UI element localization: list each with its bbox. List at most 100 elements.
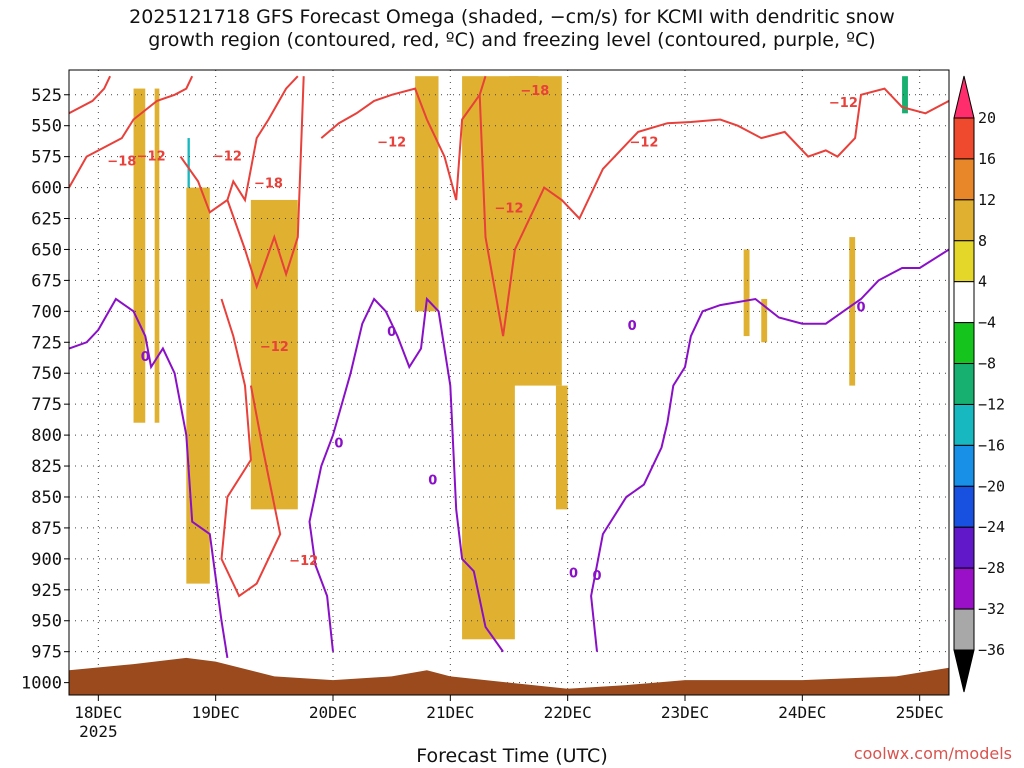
colorbar-swatch-13 — [953, 608, 975, 651]
dgz-contour-5 — [220, 298, 282, 598]
omega-region-17 — [702, 336, 709, 368]
freezing-contour-label-2: 0 — [387, 325, 396, 340]
freezing-contour-2 — [590, 248, 949, 652]
freezing-contour-label-7: 0 — [856, 300, 865, 315]
freezing-contour-1 — [308, 296, 504, 653]
omega-region-18 — [743, 249, 750, 337]
chart-title-line-1: 2025121718 GFS Forecast Omega (shaded, −… — [129, 6, 895, 28]
plot-frame — [68, 69, 950, 696]
colorbar-label-8: −16 — [978, 436, 1005, 454]
x-tick-label-7: 25DEC — [896, 703, 944, 722]
y-tick-label-2: 575 — [31, 148, 62, 168]
omega-region-23 — [902, 76, 908, 114]
colorbar-label-10: −24 — [978, 518, 1005, 536]
omega-region-19 — [761, 298, 768, 343]
omega-region-13 — [555, 385, 568, 510]
x-tick-label-0: 18DEC — [74, 703, 122, 722]
y-tick-label-13: 850 — [31, 488, 62, 508]
colorbar-label-11: −28 — [978, 559, 1005, 577]
dgz-contour-6 — [478, 87, 949, 337]
colorbar-swatch-10 — [953, 485, 975, 528]
colorbar: 20 16 12 8 4 −4 −8 −12 −16 −20 −24 −28 −32 −36 — [953, 75, 1005, 693]
dgz-contour-4 — [226, 76, 305, 290]
omega-region-10 — [462, 76, 515, 640]
colorbar-swatch-4 — [953, 240, 975, 283]
colorbar-label-6: −8 — [978, 355, 996, 373]
y-tick-label-18: 975 — [31, 643, 62, 663]
freezing-contour-label-5: 0 — [592, 569, 601, 584]
y-tick-label-17: 950 — [31, 612, 62, 632]
omega-region-14 — [579, 76, 609, 213]
terrain-fill — [69, 657, 949, 695]
terrain-layer — [69, 657, 949, 695]
freezing-contour-0 — [69, 297, 229, 659]
y-tick-label-0: 525 — [31, 86, 62, 106]
y-tick-label-7: 700 — [31, 302, 62, 322]
y-tick-label-9: 750 — [31, 364, 62, 384]
colorbar-label-9: −20 — [978, 477, 1005, 495]
freezing-contour-label-3: 0 — [428, 474, 437, 489]
y-tick-label-16: 925 — [31, 581, 62, 601]
colorbar-label-5: −4 — [978, 314, 996, 332]
x-axis: 18DEC 19DEC 20DEC 21DEC 22DEC 23DEC 24DEC 25DEC… — [74, 695, 944, 741]
colorbar-bottom-arrow — [953, 649, 975, 693]
dgz-contour-label-0: −18 — [107, 154, 136, 169]
y-tick-label-6: 675 — [31, 271, 62, 291]
colorbar-swatch-5 — [953, 281, 975, 324]
colorbar-swatch-2 — [953, 158, 975, 201]
omega-shading — [133, 76, 949, 640]
colorbar-swatch-8 — [953, 403, 975, 446]
colorbar-label-1: 16 — [978, 150, 996, 168]
x-tick-label-1: 19DEC — [192, 703, 240, 722]
colorbar-label-7: −12 — [978, 395, 1005, 413]
colorbar-label-3: 8 — [978, 232, 987, 250]
dgz-contour-1 — [69, 75, 194, 189]
dgz-contour-2 — [179, 75, 299, 214]
x-axis-year-label: 2025 — [79, 722, 118, 741]
y-tick-label-12: 825 — [31, 457, 62, 477]
omega-region-1 — [145, 76, 155, 603]
omega-region-8 — [415, 76, 439, 312]
y-tick-label-14: 875 — [31, 519, 62, 539]
colorbar-label-4: 4 — [978, 273, 987, 291]
y-tick-label-4: 625 — [31, 210, 62, 230]
x-tick-label-3: 21DEC — [426, 703, 474, 722]
omega-region-21 — [849, 237, 856, 386]
omega-region-24 — [907, 410, 914, 535]
dgz-contour-3 — [320, 75, 487, 201]
y-axis: 525 550 575 600 625 650 675 700 725 750 775 800 825 8… — [21, 86, 69, 694]
x-tick-label-2: 20DEC — [309, 703, 357, 722]
dgz-contour-label-3: −12 — [213, 149, 242, 164]
omega-region-4 — [186, 187, 210, 584]
y-tick-label-1: 550 — [31, 117, 62, 137]
omega-region-6 — [250, 199, 298, 510]
colorbar-swatch-7 — [953, 363, 975, 405]
x-axis-label: Forecast Time (UTC) — [416, 745, 608, 767]
colorbar-swatch-6 — [953, 322, 975, 365]
colorbar-label-0: 20 — [978, 109, 996, 127]
x-tick-label-5: 23DEC — [661, 703, 709, 722]
freezing-contour-label-6: 0 — [628, 319, 637, 334]
colorbar-swatch-12 — [953, 567, 975, 610]
colorbar-swatch-9 — [953, 444, 975, 487]
colorbar-swatch-11 — [953, 526, 975, 569]
y-tick-label-15: 900 — [31, 550, 62, 570]
dgz-contour-label-8: −18 — [520, 84, 549, 99]
x-tick-label-6: 24DEC — [778, 703, 826, 722]
colorbar-label-13: −36 — [978, 641, 1005, 659]
dgz-contour-label-9: −12 — [629, 136, 658, 151]
dgz-contour-label-5: −12 — [289, 554, 318, 569]
credit-text: coolwx.com/models — [853, 744, 1012, 763]
omega-region-16 — [667, 311, 680, 436]
freezing-contour-label-0: 0 — [141, 350, 150, 365]
colorbar-swatch-1 — [953, 117, 975, 160]
dgz-contour-0 — [69, 75, 112, 115]
dgz-contour-label-2: −18 — [254, 177, 283, 192]
colorbar-label-12: −32 — [978, 600, 1005, 618]
dgz-contour-label-7: −12 — [495, 201, 524, 216]
omega-region-15 — [649, 76, 680, 114]
y-tick-label-11: 800 — [31, 426, 62, 446]
dgz-contour-label-6: −12 — [377, 136, 406, 151]
